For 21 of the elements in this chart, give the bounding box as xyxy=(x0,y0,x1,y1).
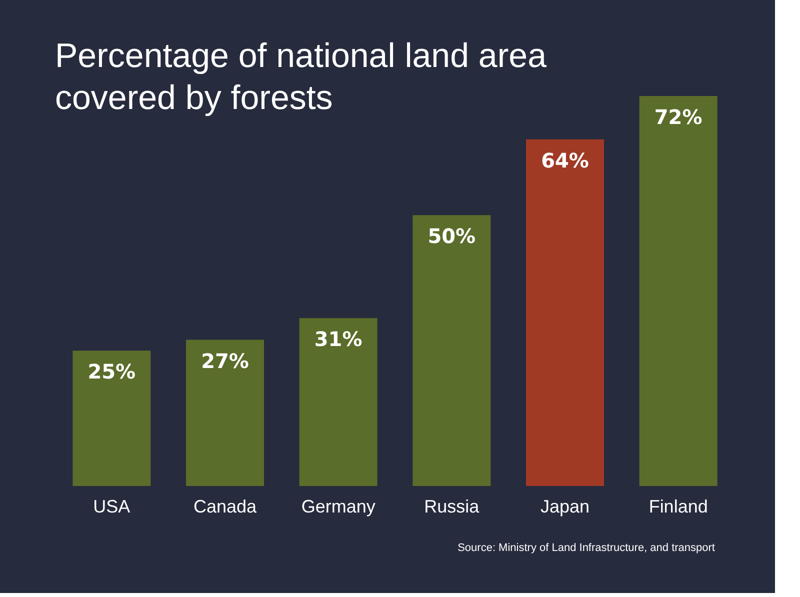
x-tick-label: Finland xyxy=(648,496,708,516)
data-label: 64% xyxy=(541,148,589,172)
x-tick-label: Germany xyxy=(301,496,376,516)
data-label: 50% xyxy=(428,224,476,248)
data-label: 25% xyxy=(88,360,136,384)
text: covered by forests xyxy=(55,79,333,117)
source-note: Source: Ministry of Land Infrastructure, and transport xyxy=(458,542,715,554)
x-tick-label: Canada xyxy=(193,496,258,516)
bar xyxy=(186,340,264,486)
x-tick-label: USA xyxy=(93,496,130,516)
bar xyxy=(412,215,491,486)
text: Percentage of national land area xyxy=(55,37,546,75)
bar xyxy=(526,139,604,486)
x-tick-label: Russia xyxy=(424,496,480,516)
bar xyxy=(639,96,718,486)
bar xyxy=(72,350,151,486)
x-tick-label: Japan xyxy=(540,496,590,516)
data-label: 72% xyxy=(654,105,702,129)
data-label: 31% xyxy=(314,327,362,352)
data-label: 27% xyxy=(201,348,249,373)
bar xyxy=(299,318,378,486)
